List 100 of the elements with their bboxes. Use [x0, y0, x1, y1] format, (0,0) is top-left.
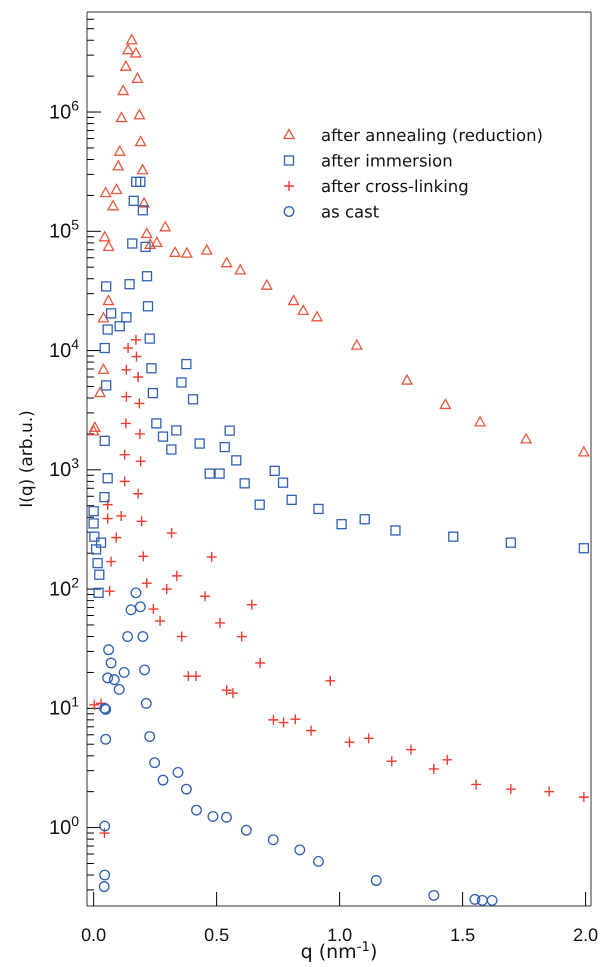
point [149, 757, 160, 768]
point [221, 812, 232, 823]
point [160, 583, 172, 595]
point [126, 604, 136, 616]
point [98, 364, 110, 374]
x-tick-label: 1.5 [450, 924, 476, 945]
point [470, 778, 482, 790]
point [190, 670, 202, 682]
point [448, 532, 458, 542]
point [88, 506, 99, 516]
y-tick-label: 10$^{0}$ [48, 812, 80, 839]
point [106, 658, 117, 668]
point [132, 371, 144, 383]
point [130, 47, 142, 58]
point [89, 532, 100, 542]
point [131, 176, 142, 187]
point [102, 294, 114, 306]
point [132, 488, 144, 500]
point [120, 60, 132, 71]
point [114, 684, 125, 695]
point [141, 577, 152, 589]
point [134, 456, 146, 467]
point [298, 304, 309, 316]
point [140, 698, 152, 709]
point [270, 466, 280, 476]
legend-label: after immersion [321, 151, 453, 170]
point [214, 617, 226, 629]
point [158, 774, 168, 786]
point [137, 631, 148, 642]
point [99, 231, 110, 242]
point [201, 244, 212, 255]
point [104, 585, 116, 597]
point [102, 240, 114, 252]
point [122, 342, 134, 354]
point [370, 875, 382, 886]
point [126, 34, 138, 44]
point [99, 492, 110, 502]
point [543, 786, 555, 798]
point [405, 744, 417, 756]
point [268, 714, 280, 726]
point [148, 388, 158, 398]
point [206, 551, 218, 563]
point [136, 164, 148, 174]
point [278, 478, 288, 488]
point [221, 257, 232, 268]
point [180, 784, 192, 795]
point [118, 448, 130, 460]
point [98, 881, 110, 892]
point [240, 824, 252, 836]
point [166, 444, 177, 455]
point [294, 844, 306, 856]
x-tick-label: 0.5 [204, 924, 230, 945]
point [118, 84, 129, 96]
point [138, 197, 150, 208]
point [144, 333, 155, 344]
point [134, 428, 146, 440]
y-axis-title: I(q) (arb.u.) [17, 410, 37, 508]
point [578, 543, 590, 554]
point [110, 532, 122, 544]
point [191, 804, 202, 816]
point [336, 519, 347, 530]
point [106, 308, 116, 319]
y-tick-label: 10$^{4}$ [48, 336, 80, 362]
point [101, 380, 112, 391]
y-tick-label: 10$^{5}$ [48, 216, 80, 243]
point [138, 205, 148, 216]
point [313, 504, 324, 514]
point [134, 398, 146, 410]
point [134, 136, 146, 146]
point [214, 468, 225, 479]
point [231, 455, 242, 466]
point [305, 724, 317, 736]
point [130, 334, 142, 346]
point [120, 364, 132, 376]
point [140, 242, 151, 252]
point [102, 672, 114, 684]
point [246, 598, 258, 610]
point [290, 714, 302, 725]
y-tick-label: 10$^{6}$ [48, 97, 80, 124]
point [181, 247, 193, 258]
point [130, 587, 142, 598]
point [469, 894, 480, 905]
point [194, 438, 205, 449]
point [105, 556, 117, 568]
point [107, 200, 119, 210]
point [199, 590, 211, 602]
point [171, 425, 182, 436]
point [142, 271, 152, 282]
point [100, 342, 110, 354]
point [313, 856, 324, 867]
point [100, 734, 112, 745]
point [158, 431, 168, 442]
point [324, 675, 336, 687]
point [578, 791, 590, 803]
point [171, 570, 182, 582]
point [151, 236, 163, 247]
point [128, 196, 139, 206]
x-tick-label: 1.0 [327, 924, 352, 945]
point [112, 160, 124, 171]
point [94, 386, 106, 398]
